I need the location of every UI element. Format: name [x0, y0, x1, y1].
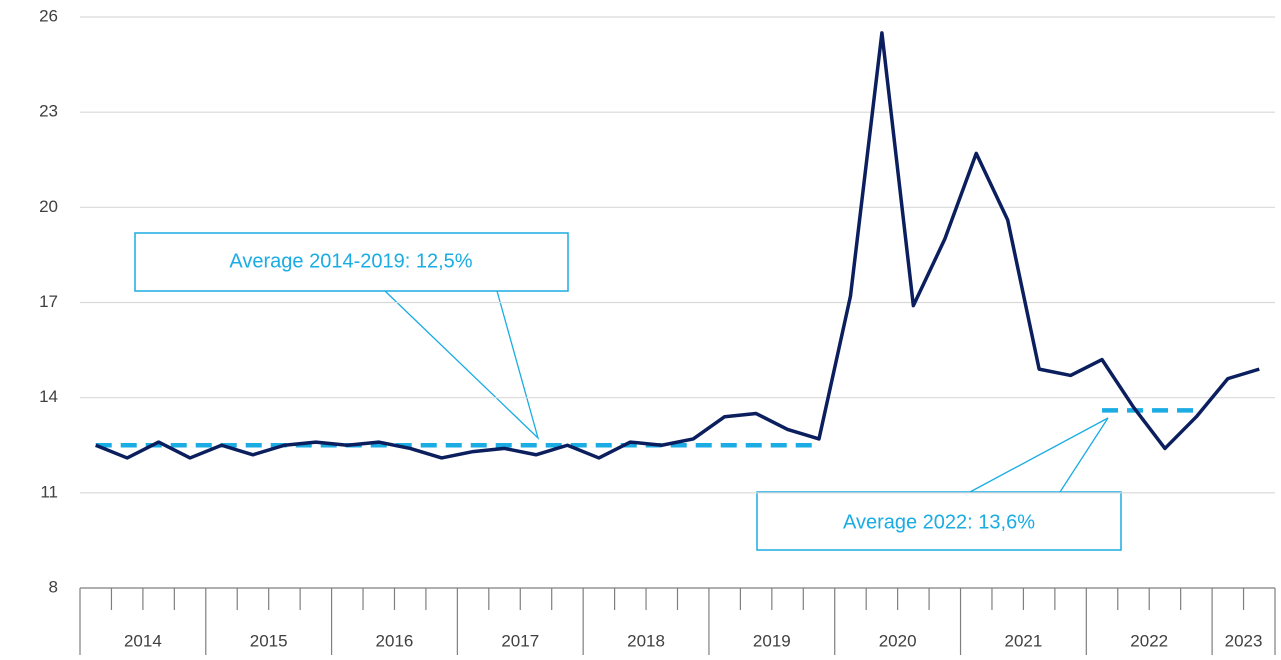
y-tick-label: 14: [39, 387, 58, 406]
annotation-2: Average 2022: 13,6%: [756, 417, 1122, 551]
annotation-box: [756, 491, 1122, 551]
y-tick-label: 11: [40, 482, 58, 501]
x-tick-label: 2016: [376, 631, 414, 650]
average-line: [95, 408, 1197, 448]
x-tick-label: 2015: [250, 631, 288, 650]
x-tick-label: 2018: [627, 631, 665, 650]
x-tick-label: 2014: [124, 631, 162, 650]
y-tick-label: 23: [39, 102, 58, 121]
y-tick-label: 26: [39, 6, 58, 25]
callout: [969, 417, 1109, 493]
y-tick-label: 17: [39, 292, 58, 311]
x-tick-label: 2023: [1225, 631, 1263, 650]
data-line: [95, 31, 1260, 460]
x-tick-label: 2020: [879, 631, 917, 650]
annotation-text: Average 2014-2019: 12,5%: [229, 250, 472, 272]
annotation-box: [134, 232, 569, 292]
x-tick-label: 2017: [501, 631, 539, 650]
callout: [384, 290, 540, 441]
x-tick-label: 2019: [753, 631, 791, 650]
annotation-1: Average 2014-2019: 12,5%: [134, 232, 569, 441]
y-tick-label: 20: [39, 197, 58, 216]
annotation-text: Average 2022: 13,6%: [843, 511, 1035, 533]
x-tick-label: 2022: [1130, 631, 1168, 650]
x-tick-label: 2021: [1005, 631, 1043, 650]
y-tick-label: 8: [49, 577, 58, 596]
